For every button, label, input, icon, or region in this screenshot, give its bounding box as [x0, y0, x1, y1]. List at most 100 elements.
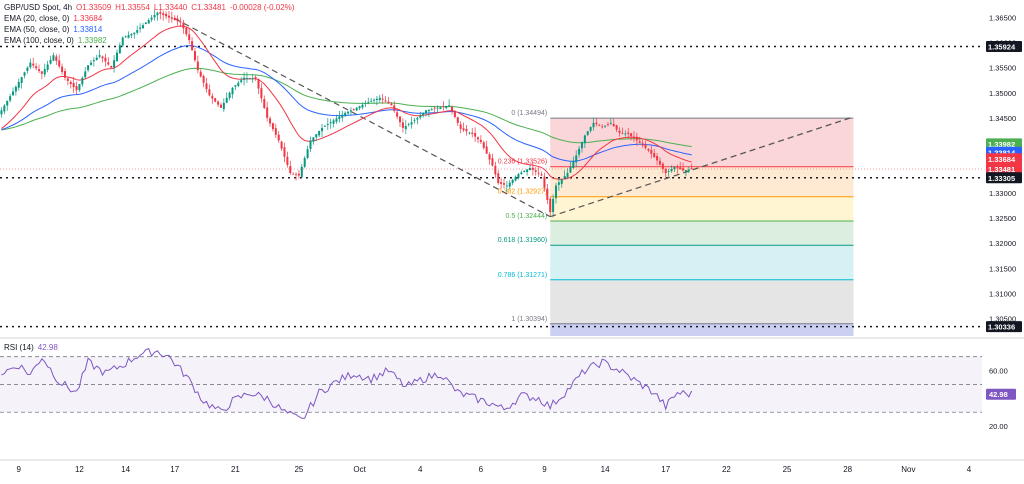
time-tick-label: 22	[722, 465, 731, 474]
ema100-label[interactable]: EMA (100, close, 0)	[4, 36, 74, 45]
candle-body	[332, 120, 335, 124]
candle-body	[46, 64, 49, 70]
candle-body	[491, 158, 494, 166]
time-tick-label: 4	[967, 465, 972, 474]
price-badge-label: 1.33814	[988, 148, 1016, 157]
candle-body	[682, 168, 685, 171]
candle-body	[271, 123, 274, 130]
candle-body	[23, 72, 26, 76]
candle-body	[75, 86, 78, 91]
candle-body	[176, 18, 179, 22]
symbol-label[interactable]: GBP/USD Spot, 4h	[4, 3, 73, 12]
time-tick-label: 25	[294, 465, 303, 474]
candle-body	[624, 133, 627, 135]
candle-body	[219, 104, 222, 108]
candle-body	[245, 77, 248, 79]
price-tick-label: 1.31000	[989, 289, 1016, 298]
candle-body	[338, 116, 341, 120]
rsi-badge-label: 42.98	[989, 390, 1008, 399]
price-tick-label: 1.34500	[989, 114, 1016, 123]
fib-level-label: 0.236 (1.33526)	[498, 159, 547, 166]
candle-body	[35, 66, 38, 69]
rsi-tick-label: 20.00	[989, 422, 1008, 431]
candle-body	[52, 55, 55, 61]
candle-body	[448, 105, 451, 107]
candle-body	[488, 154, 491, 160]
price-badge: 1.33481	[986, 163, 1022, 175]
candle-body	[43, 69, 46, 75]
candle-body	[118, 45, 121, 54]
candle-body	[528, 168, 532, 171]
fib-zone	[550, 323, 854, 336]
candle-body	[679, 167, 682, 170]
candle-body	[514, 176, 517, 181]
fib-zone	[550, 118, 854, 167]
candle-body	[606, 124, 609, 126]
candle-body	[604, 125, 607, 127]
candle-body	[344, 112, 347, 117]
candle-body	[517, 174, 520, 178]
candle-body	[147, 20, 150, 24]
rsi-line	[1, 347, 693, 419]
candle-body	[92, 60, 95, 62]
candle-body	[222, 102, 225, 110]
candle-body	[289, 166, 292, 174]
candle-body	[300, 166, 303, 177]
candle-body	[130, 33, 133, 36]
candle-body	[661, 163, 664, 169]
candle-body	[502, 183, 506, 185]
candle-body	[422, 112, 425, 115]
price-badge-label: 1.33481	[988, 165, 1015, 174]
fib-zone	[550, 166, 854, 197]
time-axis: 9 12 14 17 21 25 Oct 4 6 9 14 17 22 25 28 Nov 4	[17, 465, 972, 474]
candle-body	[121, 37, 124, 46]
candle-body	[618, 130, 621, 133]
candle-body	[456, 117, 459, 123]
candle-body	[583, 135, 586, 144]
candle-body	[407, 124, 410, 125]
candle-body	[638, 141, 641, 143]
price-tick-label: 1.32500	[989, 214, 1016, 223]
candle-body	[234, 85, 237, 87]
price-badge-bg	[986, 163, 1022, 175]
candle-body	[153, 15, 156, 18]
candle-body	[505, 185, 508, 187]
candle-body	[569, 167, 572, 173]
candle-body	[676, 167, 679, 169]
candle-body	[115, 52, 118, 62]
candle-body	[0, 110, 3, 115]
price-badge-label: 1.30336	[988, 323, 1015, 332]
candle-body	[427, 109, 430, 112]
candle-body	[540, 174, 543, 176]
fib-level-label: 0.618 (1.31960)	[498, 237, 547, 244]
ema20-line	[1, 25, 692, 180]
candle-body	[295, 174, 298, 176]
fib-zone	[550, 220, 854, 246]
candle-body	[248, 78, 251, 80]
price-badge-label: 1.33684	[988, 155, 1016, 164]
ema100-line	[1, 67, 692, 148]
candle-body	[621, 133, 624, 134]
candle-body	[520, 172, 523, 175]
ema50-label[interactable]: EMA (50, close, 0)	[4, 25, 70, 34]
candle-body	[69, 81, 72, 84]
candle-body	[557, 182, 560, 185]
candle-body	[580, 142, 583, 149]
candle-body	[297, 173, 300, 176]
candle-body	[563, 176, 566, 178]
candle-body	[612, 123, 615, 127]
candle-body	[228, 92, 231, 99]
candle-body	[578, 148, 581, 155]
time-tick-label: 14	[121, 465, 130, 474]
change-value: -0.00028 (-0.02%)	[229, 3, 295, 12]
candle-body	[601, 126, 604, 128]
ema20-label[interactable]: EMA (20, close, 0)	[4, 14, 70, 23]
candle-body	[14, 86, 17, 92]
candle-body	[280, 141, 283, 149]
rsi-label[interactable]: RSI (14)	[4, 343, 34, 352]
candle-body	[453, 110, 456, 118]
candle-body	[211, 95, 214, 99]
candle-body	[292, 173, 295, 175]
candle-body	[32, 63, 35, 66]
candle-body	[58, 60, 61, 67]
